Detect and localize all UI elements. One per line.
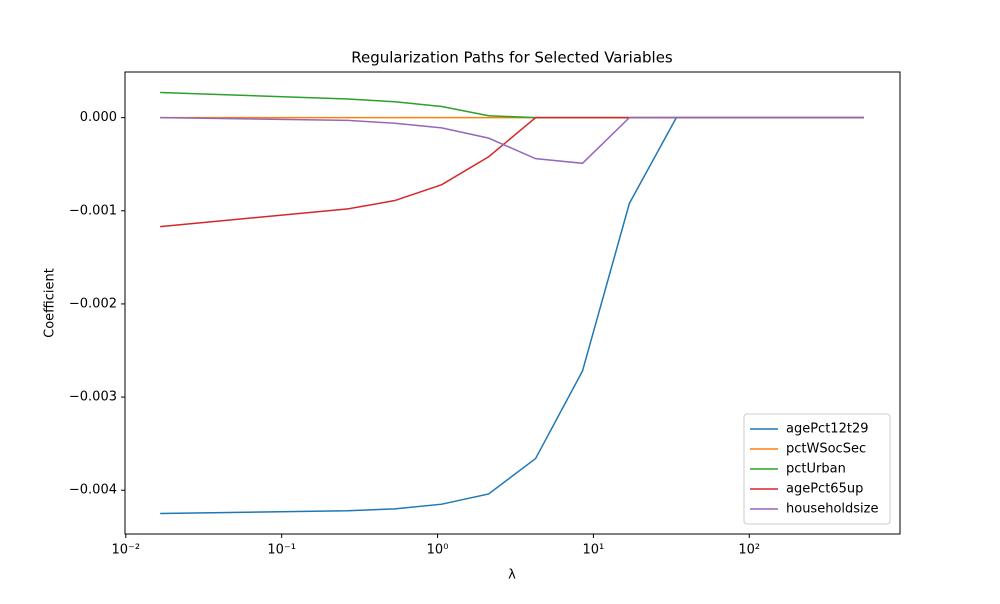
legend-label: pctWSocSec: [786, 442, 866, 457]
y-tick-label: −0.004: [69, 483, 117, 498]
y-tick-label: 0.000: [80, 110, 117, 125]
x-tick-label: 10⁰: [427, 543, 449, 558]
x-tick-label: 10¹: [583, 543, 605, 558]
y-tick-label: −0.003: [69, 390, 117, 405]
legend-label: agePct65up: [786, 482, 863, 497]
series-line: [160, 116, 865, 165]
legend-box: [743, 413, 891, 525]
x-tick-label: 10⁻²: [112, 543, 141, 558]
y-tick-label: −0.001: [69, 203, 117, 218]
x-tick-label: 10⁻¹: [267, 543, 296, 558]
plot-frame: [124, 71, 901, 535]
legend-label: householdsize: [786, 502, 878, 517]
legend-label: agePct12t29: [786, 422, 868, 437]
chart-title: Regularization Paths for Selected Variab…: [351, 49, 673, 67]
x-axis-label: λ: [508, 568, 516, 583]
y-tick-label: −0.002: [69, 296, 117, 311]
x-tick-label: 10²: [738, 543, 760, 558]
legend-label: pctUrban: [786, 462, 846, 477]
series-line: [160, 116, 865, 515]
y-axis-label: Coefficient: [43, 268, 58, 338]
